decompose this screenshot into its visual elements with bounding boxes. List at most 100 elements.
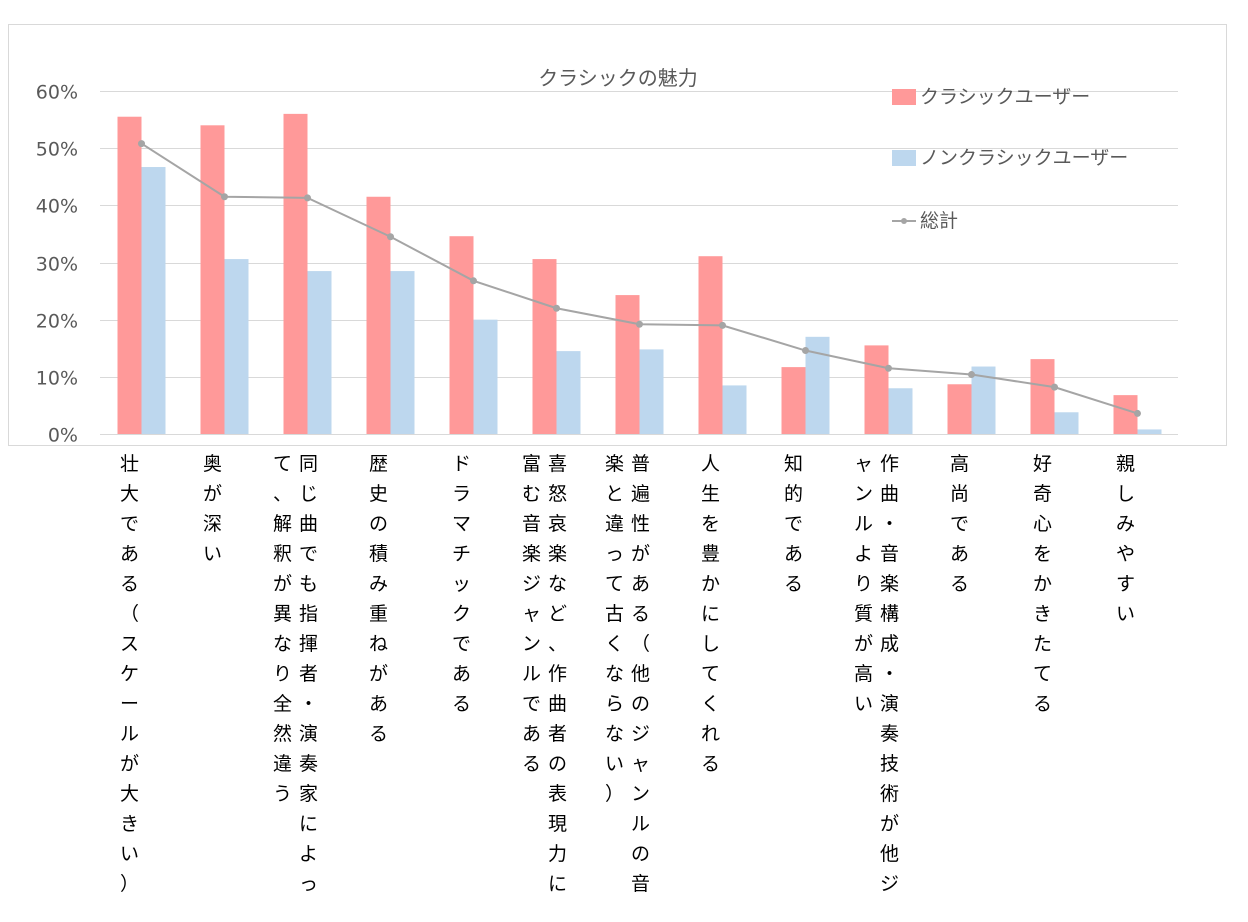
point-total: [470, 277, 477, 285]
category-label-char: ね: [369, 633, 388, 655]
category-label-char: が: [880, 813, 899, 835]
category-label-char: ル: [631, 813, 650, 835]
bar-classic: [698, 256, 723, 434]
y-tick-label: 10%: [36, 368, 78, 390]
category-label-char: 普: [631, 453, 650, 475]
category-label-char: す: [1116, 573, 1135, 595]
category-label-char: り: [854, 573, 873, 595]
category-label-char: ー: [120, 693, 139, 715]
category-label-char: 表: [548, 783, 567, 805]
category-label-char: ャ: [854, 453, 873, 475]
bar-nonclassic: [722, 385, 747, 434]
category-label-char: 力: [548, 843, 567, 865]
category-label-char: ン: [854, 483, 873, 505]
category-label-char: 生: [701, 483, 720, 505]
category-label-char: 、: [548, 633, 567, 655]
category-label-char: や: [1116, 543, 1135, 565]
bar-nonclassic: [639, 349, 664, 434]
category-label-char: が: [854, 633, 873, 655]
category-label-char: 豊: [701, 543, 720, 565]
category-label-char: マ: [452, 513, 471, 535]
category-label-char: 、: [273, 483, 292, 505]
category-label-char: で: [784, 513, 803, 535]
category-label-char: で: [120, 513, 139, 535]
category-label-char: る: [950, 573, 969, 595]
category-label-char: り: [273, 663, 292, 685]
chart-frame: [8, 24, 1227, 446]
category-label-char: ・: [880, 663, 899, 685]
point-total: [802, 347, 809, 355]
category-label-char: 演: [299, 723, 318, 745]
category-label-char: 作: [548, 663, 567, 685]
bar-classic: [449, 236, 474, 434]
category-label-char: あ: [369, 693, 388, 715]
category-label-char: 音: [880, 543, 899, 565]
category-label-char: く: [701, 693, 720, 715]
point-total: [553, 304, 560, 312]
bar-classic: [1113, 395, 1138, 434]
category-label-char: に: [701, 603, 720, 625]
category-label-char: 知: [784, 453, 803, 475]
category-label-char: 構: [880, 603, 899, 625]
category-label-char: を: [701, 513, 720, 535]
category-label-char: あ: [452, 663, 471, 685]
category-label-char: 曲: [299, 513, 318, 535]
category-label-char: 親: [1116, 453, 1135, 475]
bar-classic: [781, 367, 806, 434]
category-label-char: な: [605, 723, 624, 745]
category-label-char: で: [452, 633, 471, 655]
y-tick-label: 0%: [48, 425, 78, 447]
category-label-char: ド: [452, 453, 471, 475]
category-label-char: 心: [1033, 513, 1052, 535]
category-label-char: 的: [784, 483, 803, 505]
category-label-char: む: [522, 483, 541, 505]
chart-title: クラシックの魅力: [538, 66, 698, 90]
point-total: [1134, 409, 1141, 417]
category-label-char: ラ: [452, 483, 471, 505]
category-label-char: が: [631, 543, 650, 565]
legend-marker-total: [901, 218, 907, 224]
bar-classic: [117, 116, 142, 434]
bar-nonclassic: [390, 271, 415, 434]
category-label-char: 解: [273, 513, 292, 535]
category-label-char: 技: [880, 753, 899, 775]
category-label-char: ャ: [522, 603, 541, 625]
category-label-char: 奏: [880, 723, 899, 745]
category-label-char: い: [1116, 603, 1135, 625]
point-total: [138, 140, 145, 148]
category-label-char: 楽: [605, 453, 624, 475]
point-total: [221, 193, 228, 201]
category-label-char: チ: [452, 543, 471, 565]
category-label-char: 音: [522, 513, 541, 535]
category-label-char: ）: [120, 873, 139, 895]
bar-classic: [283, 113, 308, 434]
category-label-char: ）: [605, 783, 624, 805]
category-label-char: の: [369, 513, 388, 535]
category-label-char: よ: [299, 843, 318, 865]
category-label-char: が: [120, 753, 139, 775]
category-label-char: も: [299, 573, 318, 595]
total-line: [138, 140, 1141, 417]
category-label-char: い: [203, 543, 222, 565]
category-label-char: ル: [522, 663, 541, 685]
category-label-char: で: [950, 513, 969, 535]
category-label-char: 曲: [548, 693, 567, 715]
category-label-char: に: [299, 813, 318, 835]
category-label-char: あ: [950, 543, 969, 565]
category-label-char: 他: [880, 843, 899, 865]
category-label-char: ・: [880, 513, 899, 535]
category-labels: 壮大である（スケールが大きい）奥が深い同じ曲でも指揮者・演奏家によって、解釈が異…: [120, 453, 1135, 895]
category-label-char: の: [548, 753, 567, 775]
bar-nonclassic: [556, 351, 581, 434]
category-label-char: い: [120, 843, 139, 865]
category-label-char: 深: [203, 513, 222, 535]
category-label-char: 者: [548, 723, 567, 745]
category-label-char: 異: [273, 603, 292, 625]
category-label-char: 奥: [203, 453, 222, 475]
